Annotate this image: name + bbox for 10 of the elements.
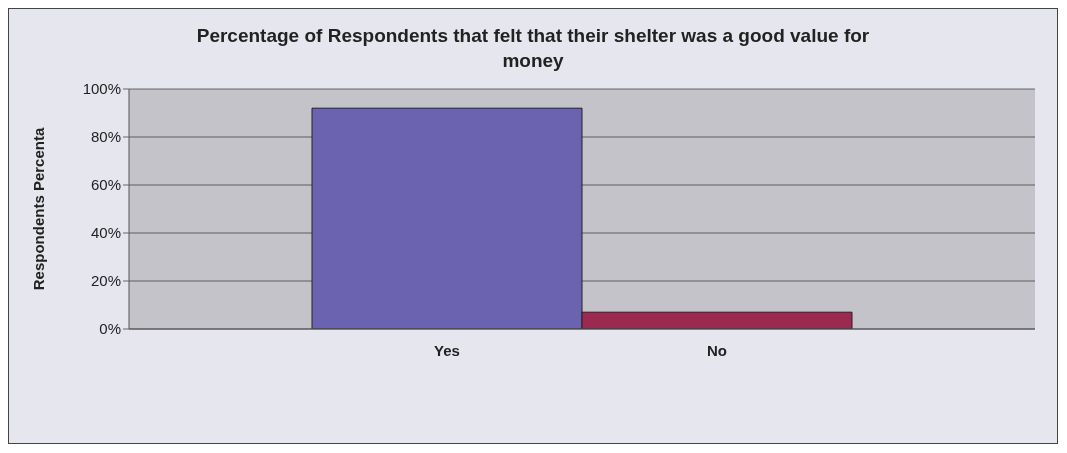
- x-tick-label: Yes: [434, 341, 460, 359]
- y-tick-label: 80%: [90, 128, 121, 146]
- x-tick-label: No: [707, 341, 727, 359]
- y-tick-label: 0%: [99, 320, 121, 338]
- chart-title: Percentage of Respondents that felt that their shelter was a good value for money: [195, 24, 871, 73]
- y-tick-label: 20%: [90, 272, 121, 290]
- y-tick-label: 100%: [82, 80, 121, 98]
- y-tick-label: 60%: [90, 176, 121, 194]
- y-axis-title: Respondents Percenta: [30, 127, 48, 291]
- y-tick-label: 40%: [90, 224, 121, 242]
